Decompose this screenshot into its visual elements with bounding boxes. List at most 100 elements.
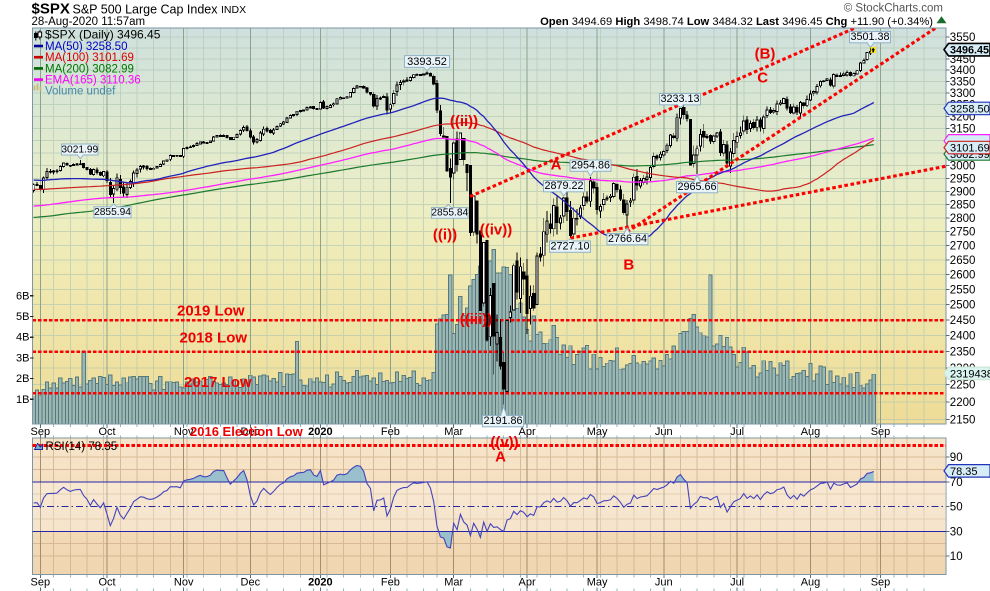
svg-text:© StockCharts.com: © StockCharts.com [844,3,943,15]
svg-text:2855.84: 2855.84 [431,208,468,219]
svg-text:(B): (B) [755,46,776,63]
svg-text:Dec: Dec [241,426,261,438]
svg-text:Oct: Oct [98,426,115,438]
svg-text:INDX: INDX [221,4,246,16]
svg-text:2650: 2650 [950,255,976,267]
svg-text:3021.99: 3021.99 [61,144,98,155]
svg-text:3000: 3000 [950,161,976,173]
svg-text:MA(50) 3258.50: MA(50) 3258.50 [45,41,127,53]
svg-text:3550: 3550 [950,32,976,44]
svg-text:2350: 2350 [950,347,976,359]
svg-text:Feb: Feb [381,576,400,588]
svg-text:S&P 500 Large Cap Index: S&P 500 Large Cap Index [73,3,219,17]
svg-text:Sep: Sep [871,426,891,438]
svg-text:4B: 4B [16,332,29,344]
svg-text:RSI(14) 78.35: RSI(14) 78.35 [46,441,118,453]
svg-text:Volume undef: Volume undef [45,85,116,97]
svg-text:6B: 6B [16,290,29,302]
svg-text:Apr: Apr [519,576,536,588]
svg-text:3496.45: 3496.45 [950,45,989,57]
svg-text:2766.64: 2766.64 [608,233,647,245]
svg-text:90: 90 [950,452,963,464]
svg-text:$SPX (Daily) 3496.45: $SPX (Daily) 3496.45 [45,28,161,42]
svg-text:2020: 2020 [308,426,332,438]
svg-text:Aug: Aug [801,576,821,588]
svg-text:1B: 1B [16,394,29,406]
svg-text:Jul: Jul [730,426,744,438]
svg-text:2965.66: 2965.66 [677,181,716,193]
svg-text:2879.22: 2879.22 [544,180,583,192]
svg-text:3101.69: 3101.69 [950,143,990,155]
svg-text:3400: 3400 [950,65,976,77]
svg-text:3450: 3450 [950,54,976,66]
svg-text:EMA(165) 3110.36: EMA(165) 3110.36 [45,75,141,87]
svg-text:3150: 3150 [950,123,976,135]
svg-text:MA(100) 3101.69: MA(100) 3101.69 [45,52,134,64]
svg-text:A: A [495,449,506,466]
svg-text:Sep: Sep [31,576,51,588]
svg-text:Nov: Nov [174,426,194,438]
svg-text:2019 Low: 2019 Low [177,303,245,320]
svg-text:((v)): ((v)) [490,434,518,451]
svg-text:2900: 2900 [950,186,976,198]
svg-text:$SPX: $SPX [32,1,70,18]
svg-text:Oct: Oct [98,576,115,588]
svg-text:Feb: Feb [381,426,400,438]
svg-text:MA(200) 3082.99: MA(200) 3082.99 [45,63,134,75]
svg-text:((iv)): ((iv)) [480,222,513,239]
svg-text:A: A [551,157,562,174]
svg-text:3258.50: 3258.50 [950,103,990,115]
svg-text:2800: 2800 [950,213,976,225]
svg-text:2450: 2450 [950,315,976,327]
svg-text:2B: 2B [16,373,29,385]
svg-text:3233.13: 3233.13 [660,93,699,105]
svg-text:((iii)): ((iii)) [460,311,492,328]
svg-text:Apr: Apr [519,426,536,438]
svg-text:Sep: Sep [31,426,51,438]
svg-text:((ii)): ((ii)) [450,113,478,130]
svg-text:50: 50 [950,502,963,514]
svg-text:30: 30 [950,526,963,538]
svg-text:Open 3494.69 High 3498.74 Low: Open 3494.69 High 3498.74 Low 3484.32 La… [540,16,933,28]
svg-text:Jun: Jun [655,576,673,588]
svg-text:Jul: Jul [730,576,744,588]
svg-text:2500: 2500 [950,299,976,311]
svg-text:3350: 3350 [950,76,976,88]
svg-text:2017 Low: 2017 Low [184,374,252,391]
svg-text:2727.10: 2727.10 [550,241,589,253]
svg-text:Nov: Nov [174,576,194,588]
svg-text:May: May [587,576,608,588]
svg-text:2191.86: 2191.86 [483,415,522,427]
svg-text:28-Aug-2020 11:57am: 28-Aug-2020 11:57am [32,16,146,28]
svg-text:Aug: Aug [801,426,821,438]
svg-text:2954.86: 2954.86 [571,160,610,172]
svg-text:May: May [587,426,608,438]
svg-text:3B: 3B [16,352,29,364]
svg-text:((i)): ((i)) [433,227,457,244]
svg-text:B: B [623,257,634,274]
svg-text:2250: 2250 [950,380,976,392]
svg-text:2400: 2400 [950,331,976,343]
svg-text:2319438: 2319438 [950,368,990,380]
svg-text:3393.52: 3393.52 [407,56,447,68]
svg-text:2855.94: 2855.94 [94,207,131,218]
svg-text:2750: 2750 [950,227,976,239]
svg-text:70: 70 [950,477,963,489]
svg-text:Dec: Dec [241,576,261,588]
svg-text:2600: 2600 [950,270,976,282]
svg-text:2018 Low: 2018 Low [180,330,248,347]
svg-text:Mar: Mar [444,576,463,588]
svg-text:C: C [757,70,768,87]
svg-text:2950: 2950 [950,173,976,185]
svg-text:Jun: Jun [655,426,673,438]
svg-text:2700: 2700 [950,241,976,253]
svg-text:3501.38: 3501.38 [850,31,889,43]
svg-text:2150: 2150 [950,414,976,426]
svg-text:2200: 2200 [950,397,976,409]
svg-text:Mar: Mar [444,426,463,438]
svg-text:5B: 5B [16,311,29,323]
svg-text:2850: 2850 [950,200,976,212]
svg-text:2550: 2550 [950,284,976,296]
svg-text:78.35: 78.35 [950,466,978,478]
svg-text:10: 10 [950,551,963,563]
